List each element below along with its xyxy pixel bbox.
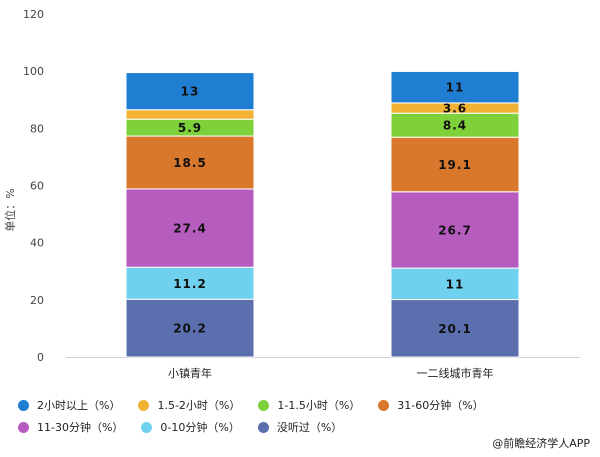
legend-marker-icon xyxy=(18,399,29,411)
legend-label: 1.5-2小时（%） xyxy=(157,399,241,412)
y-tick-label: 120 xyxy=(23,8,44,21)
y-tick-label: 40 xyxy=(30,237,44,250)
bar-segment xyxy=(125,188,255,268)
legend-label: 2小时以上（%） xyxy=(37,399,121,412)
credit-text: @前瞻经济学人APP xyxy=(492,437,590,450)
bar-segment xyxy=(125,135,255,190)
y-tick-label: 20 xyxy=(30,294,44,307)
bar-segment xyxy=(390,70,520,104)
bar-segment xyxy=(390,112,520,138)
legend-item[interactable]: 1.5-2小时（%） xyxy=(138,397,240,413)
legend-item[interactable]: 1-1.5小时（%） xyxy=(258,397,360,413)
data-labels: 20.2 11.2 27.4 18.5 5.9 13 20.1 11 26.7 19.1 8.4 3.… xyxy=(173,81,472,336)
data-label: 20.2 xyxy=(173,322,207,336)
legend-marker-icon xyxy=(378,399,390,411)
data-label: 18.5 xyxy=(173,156,207,170)
data-label: 27.4 xyxy=(173,222,207,236)
stacked-bar-chart: 0 20 40 60 80 100 120 小镇青年 一二线城市青年 20.2 11.2 27.4 1… xyxy=(3,8,580,380)
data-label: 19.1 xyxy=(438,158,472,172)
legend-marker-icon xyxy=(257,421,269,433)
data-label: 8.4 xyxy=(443,119,467,133)
legend-label: 11-30分钟（%） xyxy=(37,421,124,434)
data-label: 11.2 xyxy=(173,277,207,291)
y-tick-label: 60 xyxy=(30,180,44,193)
bar-segment xyxy=(390,136,520,193)
legend-label: 31-60分钟（%） xyxy=(397,399,484,412)
legend: 2小时以上（%） 1.5-2小时（%） 1-1.5小时（%） 31-60分钟（%） 11… xyxy=(18,394,588,438)
legend-item[interactable]: 0-10分钟（%） xyxy=(141,419,240,435)
data-label: 11 xyxy=(446,81,465,95)
bar-segment xyxy=(125,109,255,120)
legend-marker-icon xyxy=(141,421,153,433)
legend-item[interactable]: 2小时以上（%） xyxy=(18,397,120,413)
legend-marker-icon xyxy=(138,399,150,411)
data-label: 20.1 xyxy=(438,322,472,336)
legend-row: 2小时以上（%） 1.5-2小时（%） 1-1.5小时（%） 31-60分钟（%） xyxy=(18,394,588,416)
x-category-label: 一二线城市青年 xyxy=(417,366,494,380)
legend-row: 11-30分钟（%） 0-10分钟（%） 没听过（%） xyxy=(18,416,588,438)
data-label: 13 xyxy=(181,85,200,99)
data-label: 26.7 xyxy=(438,223,472,237)
y-tick-label: 100 xyxy=(23,65,44,78)
bar-segment xyxy=(390,267,520,301)
bar-segment xyxy=(125,72,255,111)
bar-segment xyxy=(390,191,520,269)
legend-item[interactable]: 11-30分钟（%） xyxy=(18,419,123,435)
legend-marker-icon xyxy=(18,421,29,433)
data-label: 11 xyxy=(446,277,465,291)
legend-label: 没听过（%） xyxy=(276,421,343,434)
bar-segment xyxy=(125,298,255,358)
y-axis-label: 单位：% xyxy=(3,188,17,231)
y-tick-label: 80 xyxy=(30,122,44,135)
legend-marker-icon xyxy=(258,399,270,411)
legend-item[interactable]: 没听过（%） xyxy=(257,419,343,435)
data-label: 3.6 xyxy=(443,102,467,116)
y-axis: 0 20 40 60 80 100 120 小镇青年 一二线城市青年 xyxy=(23,8,580,380)
legend-label: 1-1.5小时（%） xyxy=(277,399,361,412)
x-category-label: 小镇青年 xyxy=(168,366,212,380)
data-label: 5.9 xyxy=(178,121,202,135)
y-tick-label: 0 xyxy=(37,351,44,364)
bars xyxy=(125,70,520,358)
legend-label: 0-10分钟（%） xyxy=(160,421,240,434)
legend-item[interactable]: 31-60分钟（%） xyxy=(378,397,484,413)
